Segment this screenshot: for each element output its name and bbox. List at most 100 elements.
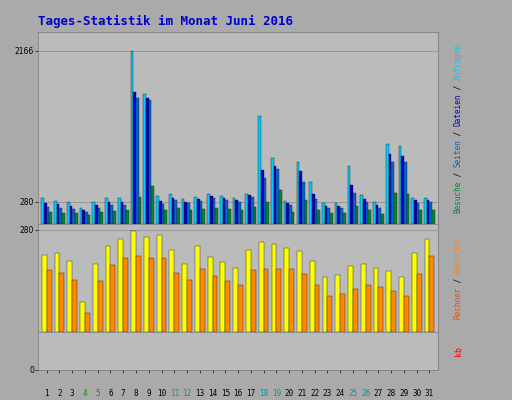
Bar [296,162,299,224]
Bar [233,198,236,224]
Bar [264,269,268,332]
Bar [391,291,396,332]
Text: 27: 27 [374,389,383,398]
Text: 11: 11 [169,389,179,398]
Bar [143,94,146,224]
Bar [111,265,115,332]
Bar [161,204,164,224]
Text: 26: 26 [361,389,370,398]
Bar [200,269,205,332]
Text: 14: 14 [208,389,217,398]
Bar [100,212,103,224]
Bar [92,202,95,224]
Bar [197,199,200,224]
Bar [427,200,430,224]
Bar [417,203,419,224]
Text: /: / [454,273,463,287]
Bar [271,244,276,332]
Bar [139,197,141,224]
Bar [111,205,113,224]
Bar [266,202,269,224]
Bar [322,203,325,224]
Text: 5: 5 [95,389,100,398]
Bar [323,277,327,332]
Bar [118,198,120,224]
Bar [399,277,404,332]
Bar [70,206,72,224]
Bar [353,288,358,332]
Bar [327,208,330,224]
Bar [59,272,65,332]
Text: 25: 25 [348,389,357,398]
Bar [248,195,251,224]
Bar [386,144,389,224]
Bar [225,200,228,224]
Bar [343,213,346,224]
Bar [391,162,394,224]
Bar [221,262,225,332]
Bar [177,208,180,224]
Bar [309,182,312,224]
Bar [424,198,427,224]
Bar [419,210,422,224]
Bar [340,294,345,332]
Bar [164,210,167,224]
Text: 1: 1 [45,389,49,398]
Bar [317,210,320,224]
Text: 6: 6 [108,389,113,398]
Bar [85,313,90,332]
Bar [363,199,366,224]
Bar [241,210,243,224]
Bar [411,198,414,224]
Bar [41,198,44,224]
Bar [310,260,315,332]
Bar [361,264,366,332]
Bar [312,194,315,224]
Bar [136,98,139,224]
Text: /: / [454,167,463,181]
Bar [212,198,215,224]
Text: Rechner: Rechner [454,287,463,319]
Text: Seiten: Seiten [454,139,463,167]
Bar [225,281,230,332]
Bar [335,275,340,332]
Bar [88,216,90,224]
Bar [182,264,187,332]
Bar [131,51,133,224]
Bar [202,209,205,224]
Bar [195,197,197,224]
Bar [366,202,368,224]
Bar [169,250,174,332]
Bar [253,207,256,224]
Bar [284,201,286,224]
Text: 24: 24 [335,389,345,398]
Bar [233,268,238,332]
Bar [79,208,82,224]
Bar [374,268,378,332]
Bar [80,302,85,332]
Bar [299,171,302,224]
Bar [133,92,136,224]
Bar [82,210,85,224]
Bar [172,198,174,224]
Bar [302,182,305,224]
Bar [264,178,266,224]
Bar [259,242,264,332]
Bar [286,203,289,224]
Text: 2: 2 [57,389,62,398]
Bar [169,194,172,224]
Bar [98,208,100,224]
Bar [430,202,432,224]
Bar [327,296,332,332]
Text: Besuche: Besuche [454,180,463,213]
Bar [47,270,52,332]
Bar [136,256,141,332]
Bar [149,258,154,332]
Bar [348,266,353,332]
Bar [98,281,102,332]
Bar [368,210,371,224]
Bar [62,213,65,224]
Bar [75,213,78,224]
Text: 7: 7 [121,389,125,398]
Bar [54,201,57,224]
